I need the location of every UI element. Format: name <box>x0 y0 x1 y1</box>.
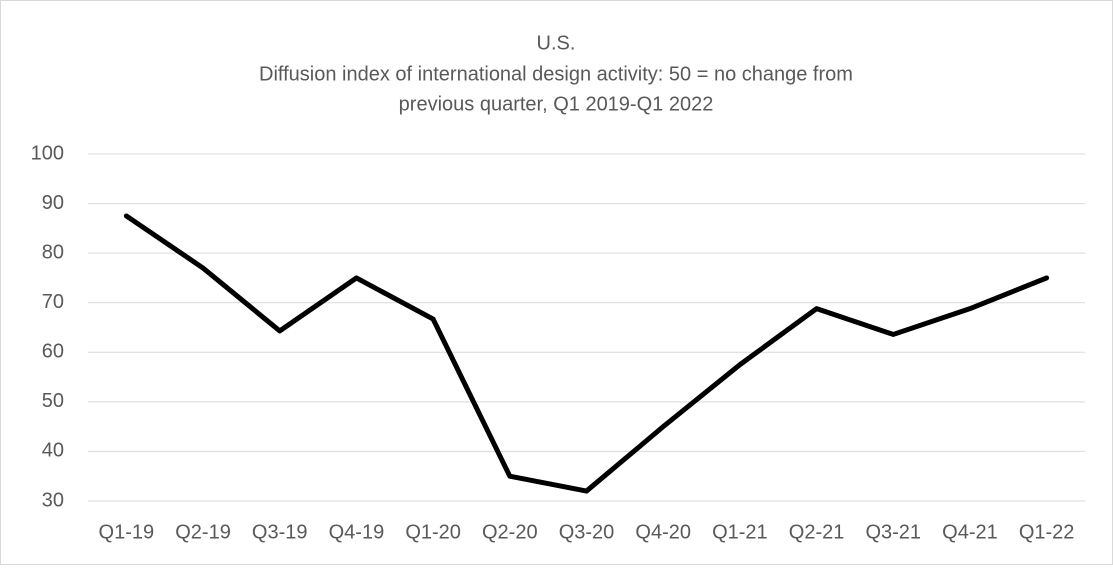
x-tick-label: Q1-19 <box>99 521 155 543</box>
x-tick-label: Q3-19 <box>252 521 308 543</box>
x-tick-label: Q2-21 <box>789 521 845 543</box>
x-tick-label: Q4-21 <box>942 521 998 543</box>
x-tick-label: Q3-20 <box>559 521 615 543</box>
y-tick-label: 40 <box>42 440 64 462</box>
x-tick-label: Q4-19 <box>329 521 385 543</box>
chart-subtitle: previous quarter, Q1 2019-Q1 2022 <box>399 93 714 115</box>
x-tick-label: Q4-20 <box>635 521 691 543</box>
y-tick-label: 70 <box>42 291 64 313</box>
chart-subtitle: Diffusion index of international design … <box>259 63 853 85</box>
y-tick-label: 80 <box>42 241 64 263</box>
chart-title: U.S. <box>537 32 576 54</box>
x-tick-label: Q3-21 <box>865 521 921 543</box>
y-tick-label: 50 <box>42 390 64 412</box>
line-series <box>123 213 1050 494</box>
y-tick-label: 30 <box>42 489 64 511</box>
x-tick-label: Q1-20 <box>405 521 461 543</box>
x-tick-label: Q2-19 <box>175 521 231 543</box>
y-tick-label: 90 <box>42 192 64 214</box>
y-tick-label: 60 <box>42 341 64 363</box>
y-tick-label: 100 <box>31 142 64 164</box>
x-tick-label: Q2-20 <box>482 521 538 543</box>
x-tick-label: Q1-21 <box>712 521 768 543</box>
x-tick-label: Q1-22 <box>1019 521 1075 543</box>
